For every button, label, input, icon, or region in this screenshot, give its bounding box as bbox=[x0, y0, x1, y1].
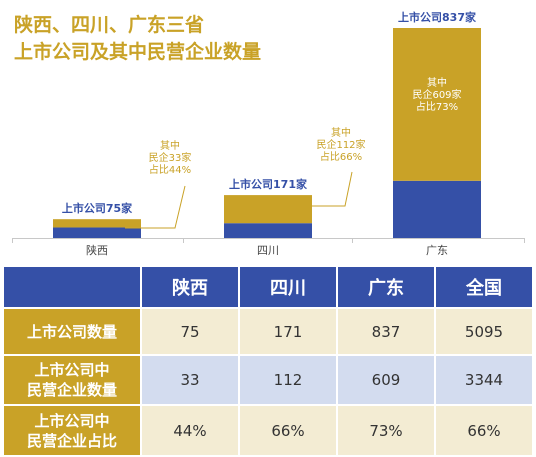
annotation-text: 占比66% bbox=[320, 150, 362, 163]
row-header: 上市公司中 民营企业占比 bbox=[2, 404, 142, 457]
x-tick-label: 四川 bbox=[257, 244, 279, 257]
table-cell: 73% bbox=[336, 404, 436, 457]
table-cell: 66% bbox=[434, 404, 534, 457]
annotation-text: 其中 bbox=[160, 139, 180, 152]
bar-segment-non-private bbox=[224, 223, 312, 238]
table-cell: 112 bbox=[238, 354, 338, 406]
row-header: 上市公司数量 bbox=[2, 307, 142, 356]
annotation-text: 民企609家 bbox=[412, 88, 461, 101]
annotation-leader-line bbox=[312, 171, 353, 207]
annotation-text: 民企33家 bbox=[149, 151, 192, 164]
total-data-label: 上市公司171家 bbox=[229, 177, 308, 191]
bar-segment-non-private bbox=[393, 180, 481, 238]
column-header bbox=[2, 265, 142, 309]
column-header: 陕西 bbox=[140, 265, 240, 309]
annotation-leader-line bbox=[125, 185, 186, 229]
annotation-text: 其中 bbox=[427, 76, 447, 89]
total-data-label: 上市公司837家 bbox=[398, 10, 477, 24]
annotation-text: 民企112家 bbox=[316, 138, 365, 151]
bar-segment-private bbox=[53, 219, 141, 228]
table-header-row: 陕西 四川 广东 全国 bbox=[2, 265, 534, 309]
table-row: 上市公司中 民营企业占比 44% 66% 73% 66% bbox=[2, 404, 534, 457]
table-cell: 33 bbox=[140, 354, 240, 406]
table-row: 上市公司中 民营企业数量 33 112 609 3344 bbox=[2, 354, 534, 406]
table-cell: 75 bbox=[140, 307, 240, 356]
bar-segment-private bbox=[393, 28, 481, 181]
table-cell: 609 bbox=[336, 354, 436, 406]
row-header-line: 上市公司数量 bbox=[26, 322, 117, 341]
row-header: 上市公司中 民营企业数量 bbox=[2, 354, 142, 406]
stacked-bar-chart: 陕西上市公司75家四川上市公司171家广东上市公司837家其中民企33家占比44… bbox=[12, 10, 525, 257]
table-cell: 171 bbox=[238, 307, 338, 356]
total-data-label: 上市公司75家 bbox=[62, 201, 133, 215]
row-header-line: 上市公司中 bbox=[34, 361, 110, 379]
x-tick-label: 陕西 bbox=[86, 243, 108, 257]
data-table: 陕西 四川 广东 全国 上市公司数量 75 171 837 5095 上市公司中… bbox=[2, 265, 534, 457]
column-header: 广东 bbox=[336, 265, 436, 309]
table-cell: 66% bbox=[238, 404, 338, 457]
table-cell: 837 bbox=[336, 307, 436, 356]
annotation-text: 占比73% bbox=[416, 100, 458, 113]
bar-segment-private bbox=[224, 195, 312, 224]
table-row: 上市公司数量 75 171 837 5095 bbox=[2, 307, 534, 356]
row-header-line: 民营企业占比 bbox=[26, 431, 117, 450]
title-line-1: 陕西、四川、广东三省 bbox=[14, 14, 205, 36]
column-header: 全国 bbox=[434, 265, 534, 309]
table-cell: 3344 bbox=[434, 354, 534, 406]
table-cell: 5095 bbox=[434, 307, 534, 356]
annotation-text: 其中 bbox=[331, 126, 351, 139]
title-line-2: 上市公司及其中民营企业数量 bbox=[14, 41, 262, 63]
table-cell: 44% bbox=[140, 404, 240, 457]
chart-title: 陕西、四川、广东三省 上市公司及其中民营企业数量 bbox=[14, 12, 261, 66]
bar-segment-non-private bbox=[53, 227, 141, 238]
row-header-line: 上市公司中 bbox=[34, 411, 110, 430]
annotation-text: 占比44% bbox=[149, 163, 191, 176]
row-header-line: 民营企业数量 bbox=[26, 381, 117, 399]
x-tick-label: 广东 bbox=[426, 244, 448, 257]
column-header: 四川 bbox=[238, 265, 338, 309]
